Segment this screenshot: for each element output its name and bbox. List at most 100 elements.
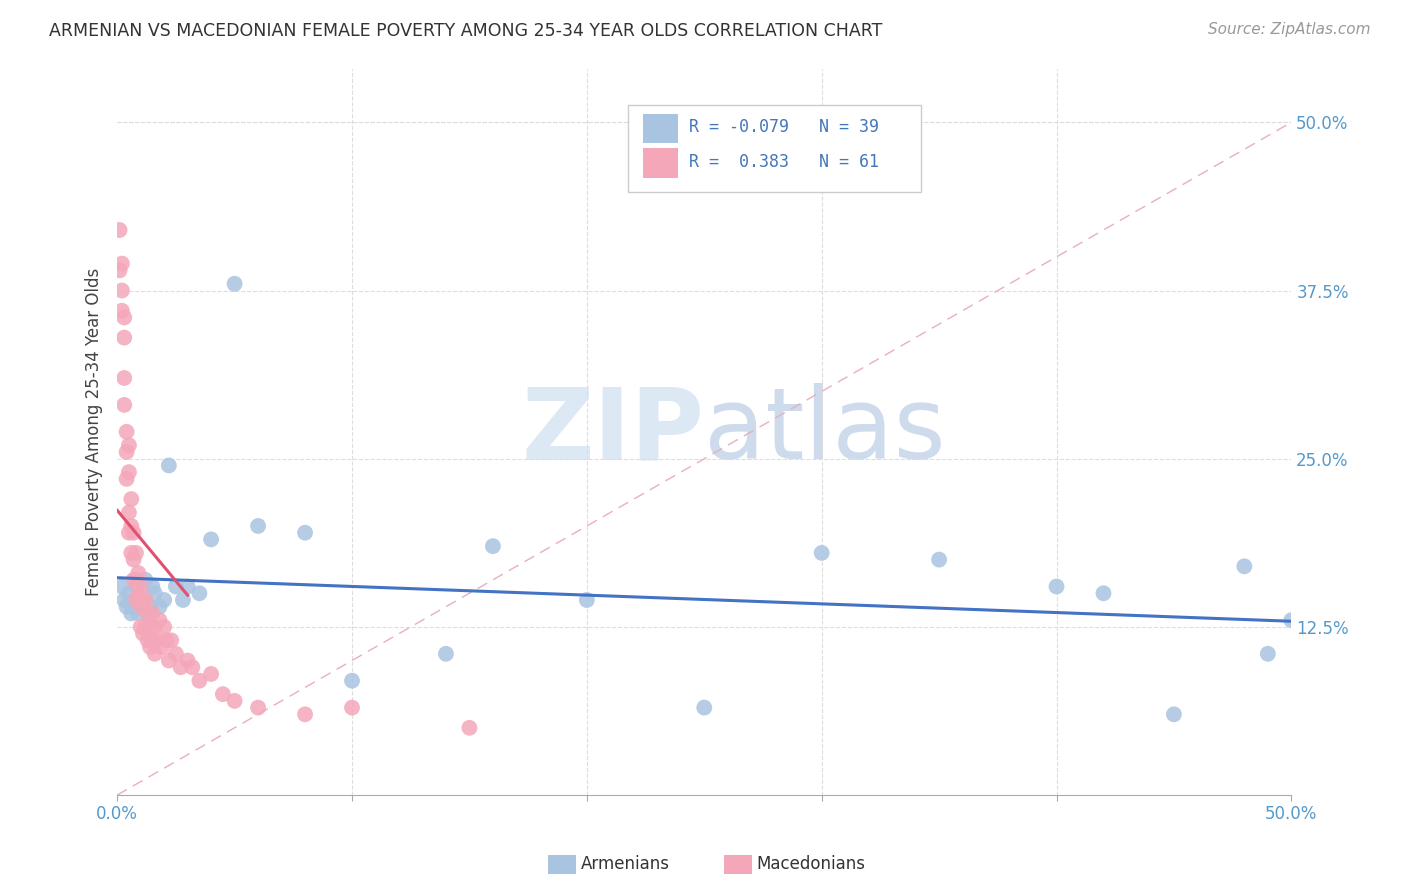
Point xyxy=(120,519,142,533)
Point xyxy=(118,586,141,600)
Point xyxy=(188,586,211,600)
Point xyxy=(108,223,131,237)
Text: R = -0.079   N = 39: R = -0.079 N = 39 xyxy=(689,119,879,136)
Point xyxy=(176,580,198,594)
Point xyxy=(482,539,505,553)
FancyBboxPatch shape xyxy=(628,105,921,192)
Y-axis label: Female Poverty Among 25-34 Year Olds: Female Poverty Among 25-34 Year Olds xyxy=(86,268,103,596)
Point xyxy=(112,310,135,325)
Point xyxy=(118,506,141,520)
Point xyxy=(134,620,156,634)
Point xyxy=(340,673,363,688)
Point xyxy=(693,700,716,714)
Point xyxy=(139,640,162,654)
Point xyxy=(118,465,141,479)
Point xyxy=(153,593,176,607)
Point xyxy=(115,599,138,614)
Point xyxy=(157,458,180,473)
Point xyxy=(458,721,481,735)
Point xyxy=(129,620,152,634)
Text: ZIP: ZIP xyxy=(522,384,704,480)
Point xyxy=(160,633,183,648)
Point xyxy=(146,633,169,648)
Point xyxy=(148,599,170,614)
Point xyxy=(224,694,246,708)
Point xyxy=(122,525,145,540)
Point xyxy=(111,257,134,271)
Point xyxy=(127,607,149,621)
Point xyxy=(141,580,163,594)
Point xyxy=(112,593,135,607)
Point xyxy=(111,580,134,594)
Point xyxy=(575,593,598,607)
Point xyxy=(169,660,191,674)
Text: atlas: atlas xyxy=(704,384,946,480)
Point xyxy=(247,700,270,714)
Point xyxy=(143,647,166,661)
Point xyxy=(200,533,222,547)
Bar xyxy=(643,148,679,178)
Point xyxy=(1257,647,1279,661)
Text: ARMENIAN VS MACEDONIAN FEMALE POVERTY AMONG 25-34 YEAR OLDS CORRELATION CHART: ARMENIAN VS MACEDONIAN FEMALE POVERTY AM… xyxy=(49,22,883,40)
Point xyxy=(810,546,832,560)
Point xyxy=(115,445,138,459)
Point xyxy=(129,599,152,614)
Point xyxy=(122,552,145,566)
Point xyxy=(125,580,148,594)
Point xyxy=(139,620,162,634)
Point xyxy=(181,660,204,674)
Point xyxy=(118,438,141,452)
Point xyxy=(224,277,246,291)
Point xyxy=(132,626,155,640)
Point xyxy=(176,653,198,667)
Text: Source: ZipAtlas.com: Source: ZipAtlas.com xyxy=(1208,22,1371,37)
Point xyxy=(294,525,316,540)
Point xyxy=(188,673,211,688)
Point xyxy=(212,687,235,701)
Point xyxy=(148,613,170,627)
Point xyxy=(115,472,138,486)
Point xyxy=(129,580,152,594)
Point xyxy=(294,707,316,722)
Point xyxy=(112,371,135,385)
Point xyxy=(134,573,156,587)
Point xyxy=(157,653,180,667)
Point xyxy=(111,303,134,318)
Point xyxy=(1279,613,1302,627)
Point xyxy=(1092,586,1115,600)
Point xyxy=(125,546,148,560)
Point xyxy=(134,593,156,607)
Point xyxy=(127,586,149,600)
Point xyxy=(111,284,134,298)
Point xyxy=(125,593,148,607)
Point xyxy=(165,647,187,661)
Point xyxy=(165,580,187,594)
Bar xyxy=(643,114,679,144)
Point xyxy=(143,586,166,600)
Point xyxy=(141,607,163,621)
Point xyxy=(118,525,141,540)
Point xyxy=(340,700,363,714)
Point xyxy=(136,633,159,648)
Point xyxy=(172,593,194,607)
Point xyxy=(132,593,155,607)
Point xyxy=(136,607,159,621)
Point xyxy=(108,263,131,277)
Point xyxy=(129,593,152,607)
Point xyxy=(132,599,155,614)
Point xyxy=(120,491,142,506)
Point xyxy=(127,566,149,580)
Point xyxy=(122,573,145,587)
Point xyxy=(434,647,457,661)
Point xyxy=(1045,580,1067,594)
Point xyxy=(136,607,159,621)
Text: R =  0.383   N = 61: R = 0.383 N = 61 xyxy=(689,153,879,170)
Point xyxy=(1163,707,1185,722)
Point xyxy=(125,573,148,587)
Point xyxy=(153,620,176,634)
Point xyxy=(150,640,173,654)
Point xyxy=(143,620,166,634)
Point xyxy=(247,519,270,533)
Point xyxy=(928,552,950,566)
Point xyxy=(120,607,142,621)
